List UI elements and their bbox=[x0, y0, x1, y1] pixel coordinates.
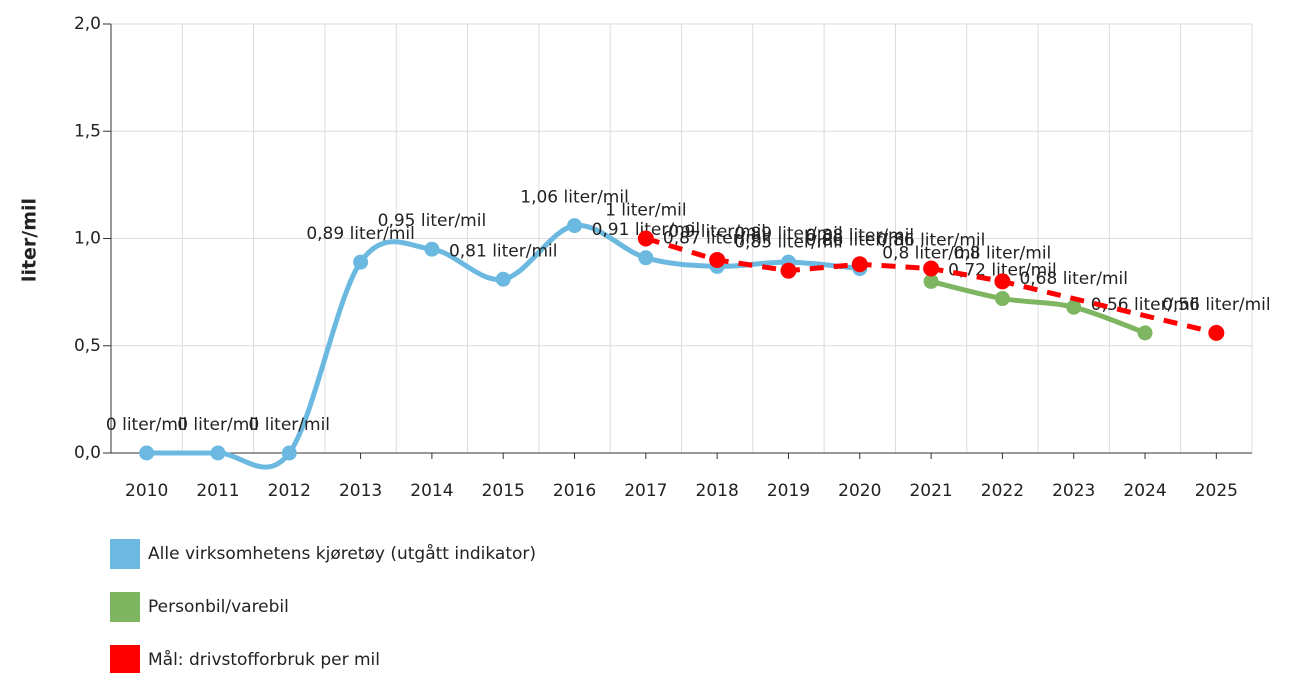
point bbox=[210, 445, 226, 461]
x-tick-label: 2024 bbox=[1123, 481, 1166, 501]
x-tick-label: 2016 bbox=[553, 481, 596, 501]
point bbox=[1137, 325, 1153, 341]
point bbox=[495, 271, 511, 287]
x-tick-label: 2013 bbox=[339, 481, 382, 501]
x-tick-label: 2010 bbox=[125, 481, 168, 501]
x-tick-label: 2017 bbox=[624, 481, 667, 501]
y-tick-label: 2,0 bbox=[74, 14, 101, 34]
data-label: 0,87 liter/mil bbox=[663, 228, 772, 248]
data-label: 0,91 liter/mil bbox=[592, 220, 701, 240]
data-label: 0,86 liter/mil bbox=[806, 231, 915, 251]
data-label: 0,95 liter/mil bbox=[378, 211, 487, 231]
x-tick-label: 2020 bbox=[838, 481, 881, 501]
data-label: 0,72 liter/mil bbox=[948, 261, 1057, 281]
point bbox=[139, 445, 155, 461]
point bbox=[1066, 299, 1082, 315]
point bbox=[281, 445, 297, 461]
y-tick-label: 1,0 bbox=[74, 229, 101, 249]
y-axis-label: liter/mil bbox=[19, 198, 41, 282]
point bbox=[994, 291, 1010, 307]
legend-swatch bbox=[110, 539, 140, 569]
data-label: 1,06 liter/mil bbox=[520, 188, 629, 208]
data-label: 0,85 liter/mil bbox=[734, 233, 843, 253]
x-tick-label: 2025 bbox=[1195, 481, 1238, 501]
data-label: 0 liter/mil bbox=[177, 415, 259, 435]
x-tick-label: 2012 bbox=[268, 481, 311, 501]
point bbox=[709, 251, 726, 268]
x-tick-label: 2011 bbox=[196, 481, 239, 501]
data-label: 0,86 liter/mil bbox=[877, 231, 986, 251]
data-label: 1 liter/mil bbox=[605, 201, 687, 221]
legend-label: Personbil/varebil bbox=[148, 597, 289, 617]
point bbox=[638, 250, 654, 266]
legend-swatch bbox=[110, 645, 140, 673]
x-tick-label: 2019 bbox=[767, 481, 810, 501]
data-label: 0,89 liter/mil bbox=[734, 224, 843, 244]
legend-label: Mål: drivstofforbruk per mil bbox=[148, 649, 380, 670]
data-label: 0 liter/mil bbox=[106, 415, 188, 435]
point bbox=[637, 230, 654, 247]
point bbox=[923, 273, 939, 289]
legend-label: Alle virksomhetens kjøretøy (utgått indi… bbox=[148, 543, 536, 564]
y-tick-label: 0,5 bbox=[74, 336, 101, 356]
data-label: 0,81 liter/mil bbox=[449, 241, 558, 261]
data-label: 0,9 liter/mil bbox=[668, 222, 766, 242]
y-tick-label: 1,5 bbox=[74, 121, 101, 141]
point bbox=[994, 273, 1011, 290]
data-label: 0,68 liter/mil bbox=[1019, 269, 1128, 289]
y-tick-label: 0,0 bbox=[74, 443, 101, 463]
point bbox=[353, 254, 369, 270]
point bbox=[1208, 324, 1225, 341]
line bbox=[930, 278, 1146, 336]
point bbox=[851, 256, 868, 273]
data-label: 0,88 liter/mil bbox=[806, 226, 915, 246]
data-label: 0,56 liter/mil bbox=[1162, 295, 1271, 315]
point bbox=[923, 260, 940, 277]
point bbox=[424, 241, 440, 257]
data-label: 0,8 liter/mil bbox=[954, 243, 1052, 263]
legend-swatch bbox=[110, 592, 140, 622]
data-label: 0 liter/mil bbox=[249, 415, 331, 435]
x-tick-label: 2014 bbox=[410, 481, 453, 501]
point bbox=[780, 262, 797, 279]
x-tick-label: 2021 bbox=[909, 481, 952, 501]
x-tick-label: 2022 bbox=[981, 481, 1024, 501]
x-tick-label: 2015 bbox=[482, 481, 525, 501]
data-label: 0,89 liter/mil bbox=[306, 224, 415, 244]
point bbox=[567, 218, 583, 234]
data-label: 0,8 liter/mil bbox=[882, 243, 980, 263]
x-tick-label: 2018 bbox=[696, 481, 739, 501]
x-tick-label: 2023 bbox=[1052, 481, 1095, 501]
